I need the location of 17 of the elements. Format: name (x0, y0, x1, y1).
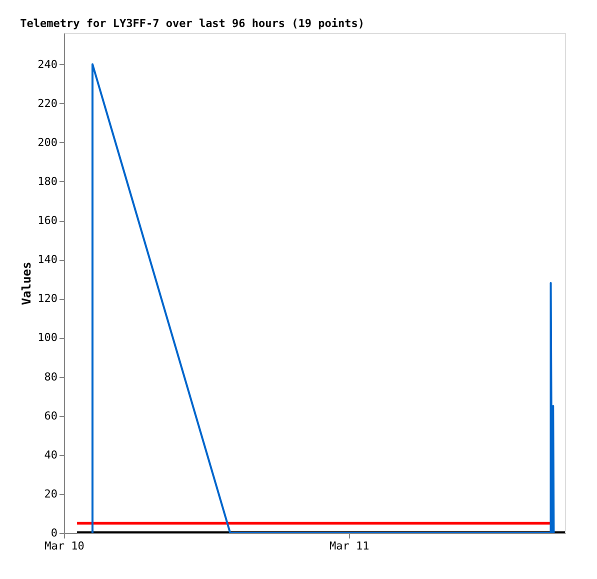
y-tick-label: 200 (38, 136, 58, 149)
y-tick-label: 40 (44, 448, 58, 462)
y-tick-label: 220 (38, 96, 58, 110)
x-tick-label: Mar 11 (330, 540, 370, 552)
y-tick-label: 0 (50, 526, 58, 540)
chart-title: Telemetry for LY3FF-7 over last 96 hours (19 points) (20, 17, 365, 30)
y-tick-label: 160 (38, 214, 58, 227)
x-tick-label: Mar 10 (44, 540, 84, 552)
y-tick-label: 120 (38, 292, 58, 306)
y-tick-label: 100 (38, 331, 58, 344)
y-tick-label: 60 (44, 409, 58, 422)
y-tick-label: 180 (38, 174, 58, 188)
y-tick-label: 140 (38, 253, 58, 266)
y-tick-label: 80 (44, 370, 58, 384)
y-axis-title: Values (20, 262, 34, 306)
y-tick-label: 20 (44, 487, 58, 500)
y-tick-label: 240 (38, 58, 58, 71)
